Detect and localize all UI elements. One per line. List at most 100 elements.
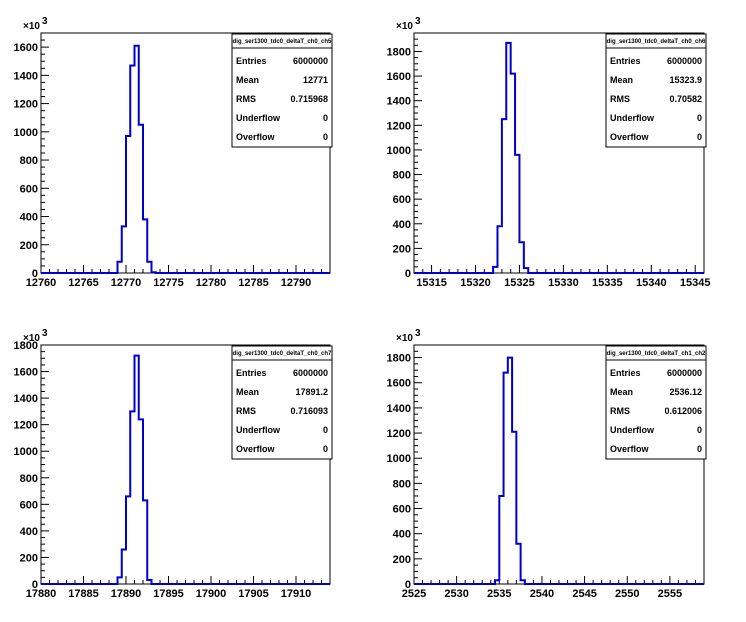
stats-label-overflow: Overflow [236, 444, 276, 454]
stats-box-frame [231, 345, 333, 460]
histogram-series-line [41, 44, 330, 274]
stats-value-entries: 6000000 [293, 368, 328, 378]
stats-value-mean: 17891.2 [295, 387, 328, 397]
stats-value-mean: 2536.12 [669, 387, 702, 397]
stats-value-entries: 6000000 [293, 56, 328, 66]
x-tick-label: 2525 [402, 588, 426, 600]
stats-box: dig_ser1300_tdc0_deltaT_ch0_ch6 Entries 60… [605, 33, 707, 148]
y-exponent-power: 3 [42, 328, 48, 339]
y-tick-label: 200 [393, 554, 411, 566]
stats-value-underflow: 0 [697, 425, 702, 435]
stats-value-rms: 0.715968 [290, 94, 328, 104]
stats-box: dig_ser1300_tdc0_deltaT_ch0_ch7 Entries 60… [231, 345, 333, 460]
x-tick-label: 17880 [26, 588, 57, 600]
stats-value-overflow: 0 [697, 444, 702, 454]
x-tick-label: 15315 [416, 277, 447, 289]
stats-label-entries: Entries [610, 56, 641, 66]
y-tick-label: 1600 [14, 367, 38, 379]
stats-title: dig_ser1300_tdc0_deltaT_ch0_ch6 [607, 39, 706, 45]
stats-title: dig_ser1300_tdc0_deltaT_ch0_ch5 [233, 39, 332, 45]
x-tick-label: 12785 [238, 277, 269, 289]
x-tick-label: 15335 [592, 277, 623, 289]
stats-value-mean: 12771 [303, 75, 328, 85]
y-tick-label: 1000 [387, 145, 411, 157]
y-tick-label: 1800 [14, 340, 38, 352]
y-tick-label: 800 [393, 478, 411, 490]
stats-label-underflow: Underflow [610, 425, 655, 435]
y-tick-label: 200 [20, 240, 38, 252]
x-tick-label: 12765 [68, 277, 99, 289]
x-tick-label: 15345 [680, 277, 711, 289]
y-tick-label: 200 [20, 552, 38, 564]
stats-label-entries: Entries [610, 368, 641, 378]
stats-value-overflow: 0 [323, 132, 328, 142]
stats-label-entries: Entries [236, 368, 267, 378]
stats-label-mean: Mean [610, 387, 633, 397]
stats-value-mean: 15323.9 [669, 75, 702, 85]
y-tick-label: 1200 [387, 428, 411, 440]
y-tick-label: 600 [20, 183, 38, 195]
stats-label-underflow: Underflow [236, 425, 281, 435]
stats-title: dig_ser1300_tdc0_deltaT_ch0_ch7 [233, 351, 332, 357]
stats-label-rms: RMS [610, 406, 630, 416]
stats-label-underflow: Underflow [236, 113, 281, 123]
x-tick-label: 12770 [111, 277, 142, 289]
histogram-pane-2: 15315 15320 15325 15330 15335 15340 15345 0 200 4… [387, 16, 711, 289]
x-tick-label: 15330 [548, 277, 579, 289]
stats-label-overflow: Overflow [236, 132, 276, 142]
x-tick-label: 12760 [26, 277, 57, 289]
y-tick-label: 400 [20, 526, 38, 538]
x-tick-label: 17910 [281, 588, 312, 600]
stats-label-rms: RMS [236, 406, 256, 416]
x-tick-label: 17905 [238, 588, 269, 600]
x-tick-label: 2540 [530, 588, 554, 600]
x-tick-label: 12780 [196, 277, 227, 289]
y-tick-label: 1200 [387, 120, 411, 132]
stats-label-mean: Mean [610, 75, 633, 85]
stats-value-rms: 0.70582 [669, 94, 702, 104]
y-tick-label: 1400 [387, 96, 411, 108]
x-tick-label: 2550 [615, 588, 639, 600]
y-tick-label: 600 [20, 499, 38, 511]
stats-box-frame [231, 33, 333, 148]
x-tick-label: 15340 [636, 277, 667, 289]
stats-value-entries: 6000000 [667, 368, 702, 378]
stats-value-overflow: 0 [697, 132, 702, 142]
y-exponent-label: ×10 [23, 21, 40, 32]
y-tick-label: 1000 [14, 127, 38, 139]
x-tick-label: 2530 [444, 588, 468, 600]
y-exponent-power: 3 [415, 328, 421, 339]
x-tick-label: 2555 [658, 588, 682, 600]
stats-label-mean: Mean [236, 75, 259, 85]
y-exponent-label: ×10 [396, 21, 413, 32]
y-tick-label: 1200 [14, 99, 38, 111]
y-tick-label: 400 [393, 219, 411, 231]
stats-label-entries: Entries [236, 56, 267, 66]
y-exponent-power: 3 [415, 16, 421, 27]
stats-label-underflow: Underflow [610, 113, 655, 123]
x-tick-label: 2545 [572, 588, 596, 600]
x-tick-label: 17895 [153, 588, 184, 600]
histogram-pane-4: 2525 2530 2535 2540 2545 2550 2555 0 200 400 600 80… [387, 328, 707, 600]
stats-value-rms: 0.612006 [664, 406, 702, 416]
x-tick-label: 17890 [111, 588, 142, 600]
y-tick-label: 1000 [387, 453, 411, 465]
y-tick-label: 1200 [14, 420, 38, 432]
stats-label-overflow: Overflow [610, 132, 650, 142]
y-tick-label: 1600 [387, 378, 411, 390]
y-tick-label: 1000 [14, 446, 38, 458]
y-tick-label: 600 [393, 194, 411, 206]
y-exponent-label: ×10 [23, 333, 40, 344]
stats-value-overflow: 0 [323, 444, 328, 454]
stats-title: dig_ser1300_tdc0_deltaT_ch1_ch2 [607, 351, 706, 357]
x-tick-label: 12775 [153, 277, 184, 289]
stats-value-entries: 6000000 [667, 56, 702, 66]
y-tick-label: 1400 [387, 403, 411, 415]
x-tick-label: 12790 [281, 277, 312, 289]
x-tick-label: 15320 [460, 277, 491, 289]
stats-label-rms: RMS [610, 94, 630, 104]
stats-label-rms: RMS [236, 94, 256, 104]
histogram-series-line [41, 354, 330, 585]
stats-box: dig_ser1300_tdc0_deltaT_ch0_ch5 Entries 60… [231, 33, 333, 148]
